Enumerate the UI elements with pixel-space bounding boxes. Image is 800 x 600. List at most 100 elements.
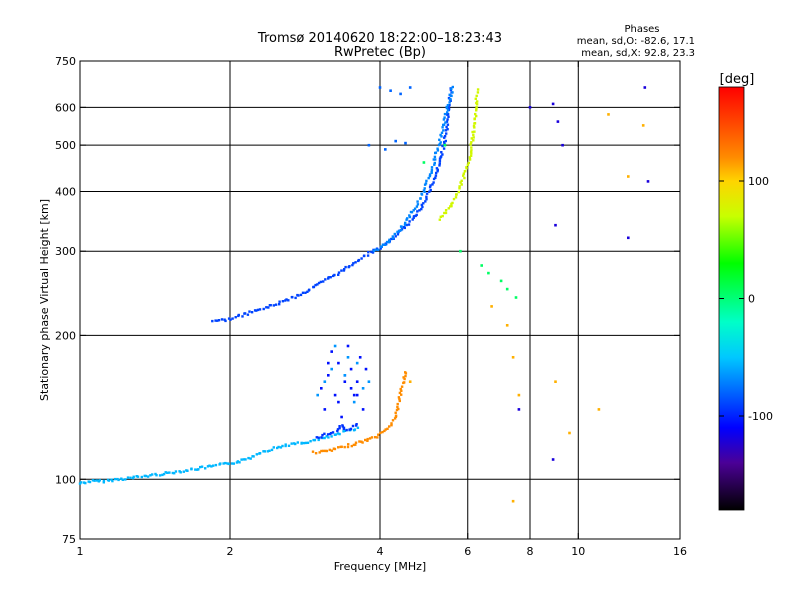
trace-point: [443, 135, 447, 138]
trace-point: [451, 201, 454, 205]
stats-line-x: mean, sd,X: 92.8, 23.3: [581, 48, 695, 59]
trace-point: [222, 462, 225, 465]
trace-point: [274, 303, 278, 306]
y-tick-label: 75: [62, 533, 76, 546]
trace-point: [448, 97, 452, 101]
x-tick-label: 10: [571, 545, 585, 558]
trace-point: [442, 147, 446, 150]
trace-point: [475, 103, 479, 106]
trace-point: [342, 269, 346, 272]
trace-point: [236, 460, 240, 463]
trace-point: [403, 377, 406, 381]
trace-point: [472, 124, 476, 128]
trace-point: [454, 196, 458, 199]
trace-point: [458, 187, 461, 190]
y-axis-label: Stationary phase Virtual Height [km]: [38, 199, 51, 401]
trace-point: [473, 122, 477, 125]
trace-point: [430, 166, 434, 169]
trace-point: [216, 319, 219, 322]
trace-point: [408, 214, 411, 217]
trace-point: [344, 265, 347, 269]
trace-point: [281, 300, 285, 303]
trace-point: [252, 455, 255, 458]
trace-point: [337, 446, 340, 449]
trace-point: [308, 288, 311, 291]
trace-point: [384, 243, 387, 246]
trace-point: [399, 229, 403, 232]
trace-point: [312, 438, 315, 442]
scatter-point: [384, 148, 387, 151]
trace-point: [366, 439, 369, 442]
grid: [80, 61, 680, 539]
trace-point: [314, 452, 318, 455]
trace-point: [472, 139, 475, 142]
trace-point: [230, 462, 234, 465]
x-tick-label: 4: [377, 545, 384, 558]
trace-point: [291, 295, 294, 299]
trace-point: [431, 183, 434, 186]
scatter-point: [561, 143, 564, 147]
trace-point: [451, 91, 454, 94]
trace-point: [446, 118, 449, 121]
scatter-point: [330, 350, 333, 353]
trace-point: [329, 276, 332, 279]
y-tick-label: 600: [55, 101, 76, 114]
trace-point: [381, 430, 384, 434]
trace-point: [95, 479, 99, 482]
trace-point: [441, 144, 444, 148]
trace-point: [476, 91, 480, 94]
trace-point: [297, 294, 300, 297]
scatter-point: [490, 305, 493, 308]
trace-point: [410, 211, 414, 214]
trace-point: [396, 405, 399, 409]
scatter-point: [528, 106, 532, 109]
scatter-point: [394, 139, 397, 143]
trace-point: [210, 465, 213, 468]
trace-point: [444, 209, 448, 212]
trace-point: [387, 241, 391, 244]
scatter-point: [607, 113, 610, 116]
trace-point: [438, 162, 441, 165]
trace-point: [315, 436, 318, 439]
trace-point: [400, 385, 404, 388]
trace-point: [306, 441, 310, 444]
trace-point: [384, 428, 387, 431]
x-tick-label: 16: [673, 545, 687, 558]
trace-point: [438, 159, 442, 163]
x-tick-label: 6: [464, 545, 471, 558]
trace-point: [353, 428, 357, 431]
trace-point: [318, 451, 321, 454]
trace-point: [445, 105, 448, 109]
scatter-point: [514, 296, 518, 299]
trace-point: [121, 478, 124, 481]
trace-point: [468, 156, 472, 159]
y-tick-label: 100: [55, 473, 76, 486]
trace-point: [328, 448, 331, 452]
trace-point: [391, 419, 395, 422]
trace-point: [248, 310, 251, 313]
scatter-point: [333, 393, 337, 397]
trace-point: [412, 215, 416, 218]
trace-point: [443, 211, 446, 215]
scatter-point: [367, 143, 371, 147]
scatter-point: [364, 367, 368, 371]
trace-point: [304, 441, 308, 445]
trace-point: [171, 471, 174, 475]
trace-point: [466, 163, 470, 166]
trace-point: [84, 481, 87, 485]
chart-title: Tromsø 20140620 18:22:00–18:23:43: [257, 31, 502, 46]
trace-point: [343, 268, 346, 271]
trace-point: [422, 202, 425, 205]
trace-point: [413, 207, 417, 210]
trace-point: [416, 200, 419, 203]
trace-point: [338, 425, 341, 428]
trace-point: [340, 445, 343, 448]
trace-point: [347, 443, 350, 446]
trace-point: [393, 232, 396, 236]
scatter-point: [597, 408, 601, 411]
trace-point: [351, 424, 355, 428]
trace-point: [313, 438, 317, 442]
trace-point: [197, 468, 200, 471]
trace-point: [211, 319, 214, 323]
